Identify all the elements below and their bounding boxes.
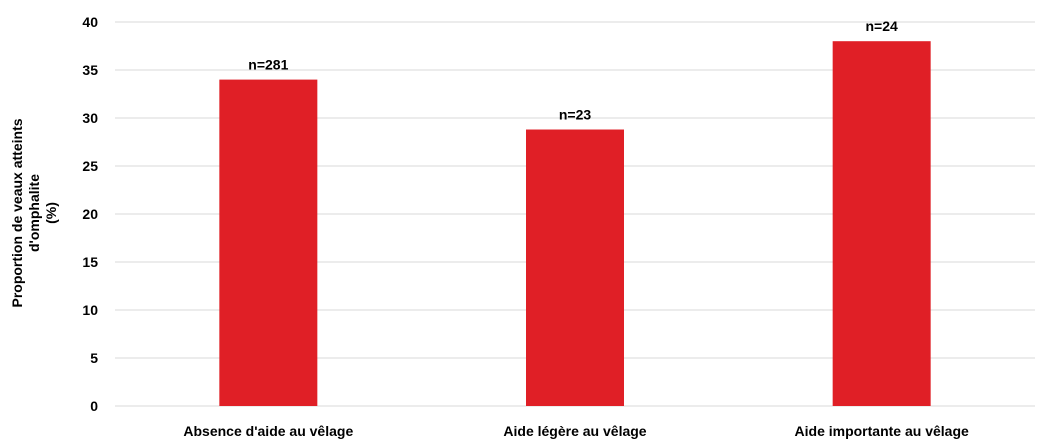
bar-data-label: n=281 <box>248 57 288 73</box>
y-axis-label-line-1: Proportion de veaux atteints <box>9 118 25 307</box>
y-axis-label-line-2: d'omphalite <box>26 174 42 252</box>
bar <box>526 129 624 406</box>
y-tick-label: 35 <box>82 62 98 78</box>
x-category-label: Absence d'aide au vêlage <box>183 423 353 439</box>
y-tick-label: 40 <box>82 14 98 30</box>
y-tick-label: 0 <box>90 398 98 414</box>
data-labels: n=281 n=23 n=24 <box>248 18 898 122</box>
y-tick-label: 30 <box>82 110 98 126</box>
bar <box>219 79 318 406</box>
bar-data-label: n=23 <box>559 107 592 123</box>
y-tick-label: 20 <box>82 206 98 222</box>
bars <box>219 41 931 406</box>
y-axis-ticks: 0 5 10 15 20 25 30 35 40 <box>82 14 98 414</box>
y-tick-label: 25 <box>82 158 98 174</box>
y-axis-label: Proportion de veaux atteints d'omphalite… <box>9 118 59 307</box>
y-tick-label: 15 <box>82 254 98 270</box>
bar <box>832 41 931 406</box>
bar-data-label: n=24 <box>866 18 899 34</box>
x-category-label: Aide légère au vêlage <box>503 423 646 439</box>
x-category-label: Aide importante au vêlage <box>795 423 969 439</box>
y-axis-label-line-3: (%) <box>43 202 59 224</box>
y-tick-label: 5 <box>90 350 98 366</box>
y-tick-label: 10 <box>82 302 98 318</box>
x-axis-category-labels: Absence d'aide au vêlage Aide légère au v… <box>183 423 969 439</box>
